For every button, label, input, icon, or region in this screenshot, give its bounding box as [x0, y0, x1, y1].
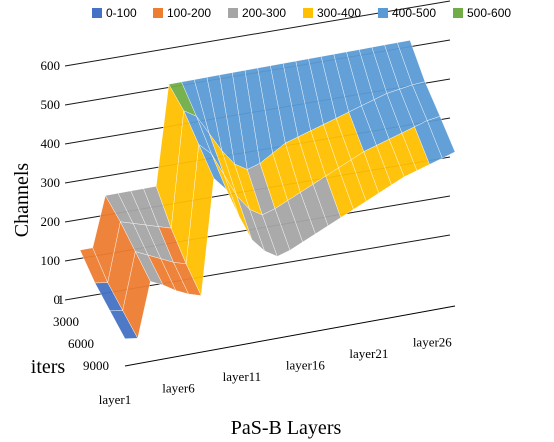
legend-swatch — [153, 8, 163, 18]
z-tick-label: 500 — [41, 97, 61, 112]
legend-label: 200-300 — [242, 6, 286, 20]
legend-swatch — [92, 8, 102, 18]
y-tick-label: 1 — [58, 292, 65, 307]
x-tick-label: layer26 — [413, 334, 452, 349]
legend-label: 300-400 — [317, 6, 361, 20]
z-tick-label: 0 — [54, 292, 61, 307]
z-axis-title: Channels — [11, 163, 33, 238]
legend-label: 400-500 — [392, 6, 436, 20]
y-tick-label: 3000 — [53, 314, 79, 329]
y-tick-label: 9000 — [83, 358, 109, 373]
y-tick-label: 6000 — [68, 336, 94, 351]
legend-label: 500-600 — [467, 6, 511, 20]
x-tick-label: layer1 — [99, 392, 131, 407]
legend-label: 0-100 — [106, 6, 137, 20]
legend-swatch — [378, 8, 388, 18]
legend-swatch — [453, 8, 463, 18]
x-tick-label: layer21 — [349, 346, 388, 361]
x-tick-label: layer11 — [223, 369, 262, 384]
legend-swatch — [303, 8, 313, 18]
legend-swatch — [228, 8, 238, 18]
y-axis-title: iters — [31, 356, 66, 378]
z-tick-label: 200 — [41, 214, 61, 229]
x-tick-label: layer16 — [286, 357, 325, 372]
z-tick-label: 100 — [41, 253, 61, 268]
legend-label: 100-200 — [167, 6, 211, 20]
z-tick-label: 600 — [41, 58, 61, 73]
z-tick-label: 300 — [41, 175, 61, 190]
x-tick-label: layer6 — [162, 380, 195, 395]
x-axis-title: PaS-B Layers — [231, 417, 342, 439]
surface-patch — [427, 116, 456, 159]
z-tick-label: 400 — [41, 136, 61, 151]
x-axis-line — [124, 305, 456, 367]
